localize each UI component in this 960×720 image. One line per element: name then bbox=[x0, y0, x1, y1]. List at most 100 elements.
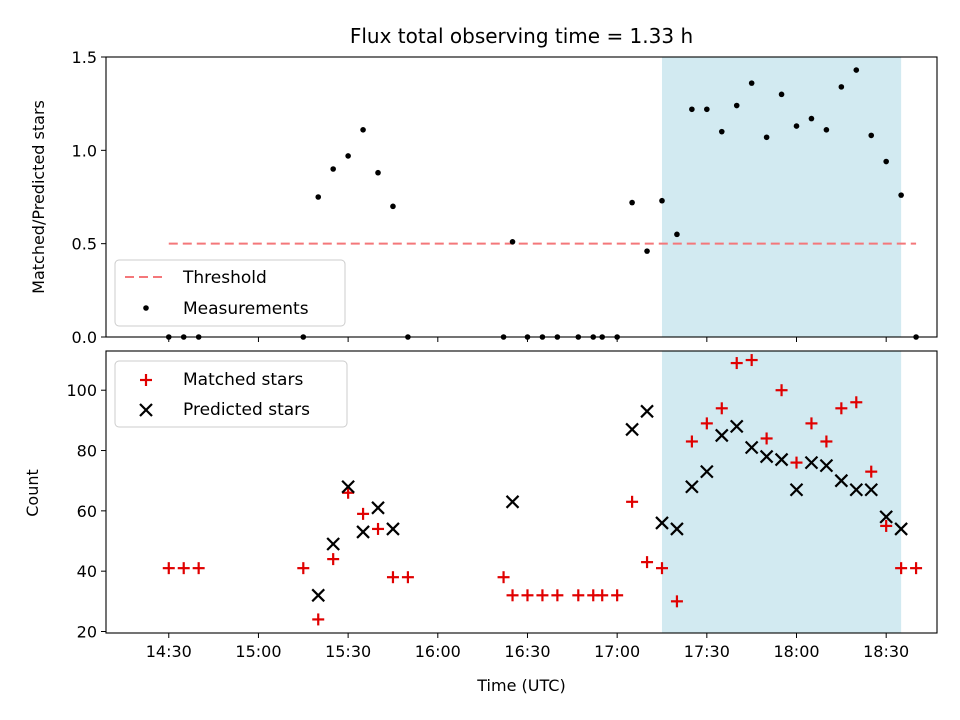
predicted-point bbox=[804, 455, 819, 470]
x-tick-label: 15:30 bbox=[325, 642, 371, 661]
legend-measurements-label: Measurements bbox=[183, 299, 309, 319]
x-tick-label: 17:00 bbox=[594, 642, 640, 661]
matched-point bbox=[611, 589, 624, 602]
x-tick-label: 15:00 bbox=[235, 642, 281, 661]
predicted-point bbox=[625, 422, 639, 437]
measurement-point bbox=[868, 132, 875, 139]
top-x-ticks bbox=[168, 337, 887, 342]
measurement-point bbox=[689, 106, 695, 113]
matched-point bbox=[910, 562, 923, 575]
matched-point bbox=[401, 571, 414, 584]
measurement-points bbox=[165, 67, 919, 340]
x-tick-label: 17:30 bbox=[684, 642, 730, 661]
measurement-point bbox=[674, 231, 680, 238]
predicted-point bbox=[670, 522, 684, 536]
matched-point bbox=[641, 556, 654, 569]
y-tick-label: 0.0 bbox=[72, 328, 97, 347]
matched-point bbox=[626, 495, 639, 508]
predicted-point bbox=[879, 510, 893, 524]
matched-point bbox=[551, 589, 564, 602]
x-tick-label: 14:30 bbox=[146, 642, 192, 661]
matched-point bbox=[865, 465, 878, 478]
y-tick-label: 0.5 bbox=[72, 235, 97, 254]
y-tick-label: 20 bbox=[77, 622, 97, 641]
matched-point bbox=[140, 374, 152, 386]
matched-point bbox=[880, 519, 893, 532]
x-tick-label: 18:30 bbox=[863, 642, 909, 661]
matched-point bbox=[820, 435, 833, 448]
predicted-point bbox=[714, 428, 729, 443]
predicted-point bbox=[640, 404, 654, 419]
measurement-point bbox=[778, 91, 785, 98]
bottom-legend: Matched stars Predicted stars bbox=[114, 360, 348, 428]
predicted-point bbox=[834, 473, 849, 488]
predicted-point bbox=[729, 419, 744, 434]
matched-point bbox=[177, 562, 190, 575]
predicted-point bbox=[341, 479, 355, 494]
measurement-point bbox=[390, 203, 396, 210]
legend-threshold-label: Threshold bbox=[182, 268, 267, 288]
measurement-point bbox=[644, 248, 650, 254]
x-tick-label: 18:00 bbox=[773, 642, 819, 661]
matched-point bbox=[506, 589, 519, 602]
matched-point bbox=[895, 562, 908, 575]
matched-point bbox=[521, 589, 534, 602]
matched-point bbox=[497, 571, 510, 584]
matched-point bbox=[745, 354, 758, 367]
legend-matched-label: Matched stars bbox=[183, 370, 303, 390]
matched-point bbox=[655, 562, 668, 575]
y-tick-label: 1.0 bbox=[72, 141, 97, 160]
x-tick-label: 16:30 bbox=[504, 642, 550, 661]
predicted-point bbox=[759, 449, 774, 464]
y-tick-label: 1.5 bbox=[72, 48, 97, 67]
measurement-point bbox=[330, 166, 336, 172]
bottom-y-axis-label: Count bbox=[23, 469, 42, 517]
predicted-point bbox=[139, 403, 153, 417]
predicted-point bbox=[789, 482, 804, 497]
measurement-point bbox=[659, 197, 665, 204]
predicted-point bbox=[744, 440, 759, 455]
matched-point bbox=[700, 417, 713, 430]
predicted-point bbox=[326, 537, 340, 551]
bottom-shaded-region bbox=[661, 351, 902, 633]
matched-point bbox=[596, 589, 609, 602]
measurement-point bbox=[509, 239, 516, 245]
predicted-point bbox=[505, 495, 520, 509]
matched-point bbox=[372, 522, 385, 535]
y-tick-label: 80 bbox=[77, 442, 97, 461]
legend-predicted-swatch bbox=[139, 403, 153, 417]
predicted-point bbox=[386, 522, 400, 536]
top-y-axis-label: Matched/Predicted stars bbox=[29, 100, 48, 294]
top-panel: 0.0 0.5 1.0 1.5 Flux total observing time =… bbox=[29, 24, 938, 347]
matched-point bbox=[386, 571, 399, 584]
top-y-ticks: 0.0 0.5 1.0 1.5 bbox=[72, 48, 106, 347]
predicted-point bbox=[311, 588, 326, 603]
measurement-point bbox=[718, 128, 725, 135]
matched-point bbox=[357, 507, 370, 520]
matched-point bbox=[162, 562, 175, 575]
measurement-point bbox=[375, 169, 381, 176]
measurement-point bbox=[360, 127, 366, 133]
matched-point bbox=[715, 402, 728, 415]
matched-point bbox=[835, 402, 848, 415]
legend-predicted-label: Predicted stars bbox=[183, 400, 310, 420]
matched-point bbox=[297, 562, 310, 575]
measurement-point bbox=[793, 123, 800, 129]
measurement-point bbox=[823, 127, 830, 133]
chart-title: Flux total observing time = 1.33 h bbox=[350, 24, 693, 48]
x-axis-label: Time (UTC) bbox=[476, 676, 565, 695]
matched-point bbox=[572, 589, 585, 602]
predicted-point bbox=[700, 464, 714, 479]
legend-measurements-swatch bbox=[143, 305, 149, 311]
matched-point bbox=[685, 435, 698, 448]
measurement-point bbox=[345, 153, 351, 159]
bottom-plot-frame bbox=[105, 350, 938, 634]
measurement-point bbox=[898, 192, 904, 198]
matched-point bbox=[775, 384, 788, 397]
measurement-point bbox=[748, 80, 755, 86]
measurement-point bbox=[853, 67, 860, 73]
y-tick-label: 100 bbox=[66, 381, 97, 400]
matched-point bbox=[790, 456, 803, 469]
matched-point bbox=[850, 396, 863, 409]
measurement-point bbox=[704, 106, 710, 113]
